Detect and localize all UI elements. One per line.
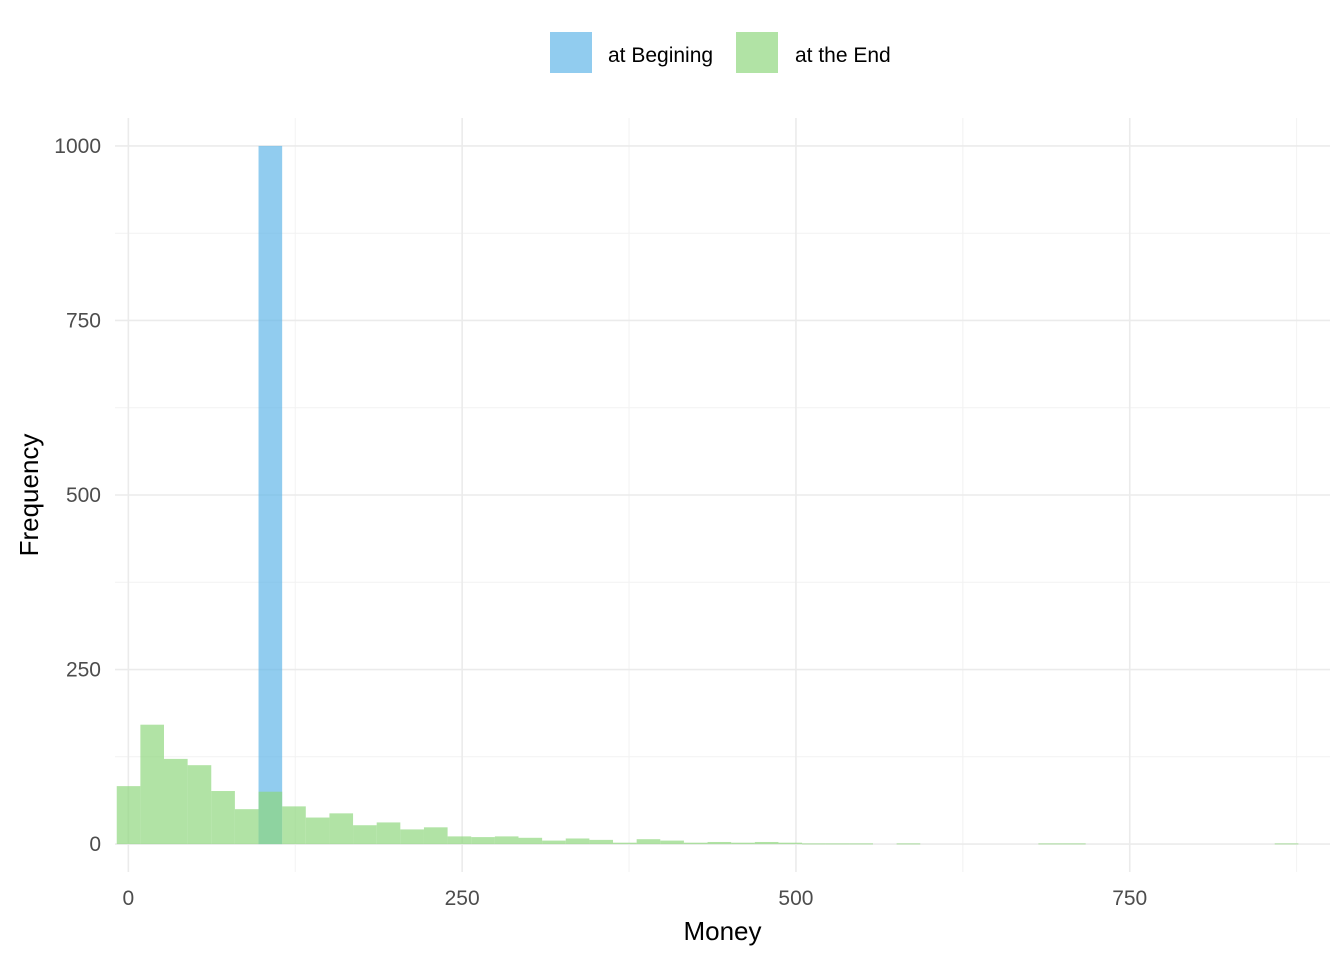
bar-at-the-end — [849, 843, 873, 845]
bar-at-the-end — [731, 842, 755, 845]
bar-at-the-end — [471, 837, 495, 845]
y-axis-ticks: 0 250 500 750 1000 — [54, 135, 101, 856]
bar-at-the-end — [1274, 843, 1299, 845]
y-tick-label: 500 — [66, 484, 101, 507]
bar-at-the-end — [447, 836, 472, 845]
bar-at-the-end — [1062, 843, 1086, 845]
bar-at-the-end — [305, 817, 330, 845]
bar-at-the-end — [400, 829, 424, 845]
bar-at-the-end — [329, 813, 354, 845]
bar-at-the-end — [234, 809, 259, 845]
bar-at-the-end — [825, 843, 850, 845]
bar-at-the-end — [164, 758, 188, 845]
bar-at-the-end — [282, 806, 306, 845]
bar-at-the-end — [565, 838, 590, 845]
bar-at-the-end — [613, 842, 637, 845]
bar-at-the-end — [636, 839, 661, 845]
bar-at-the-end — [376, 822, 401, 845]
bar-at-the-end — [683, 842, 708, 845]
bar-at-the-end — [353, 825, 377, 845]
legend-label-at-begining: at Begining — [608, 44, 713, 67]
x-tick-label: 0 — [123, 887, 135, 910]
bar-at-the-end — [187, 765, 212, 845]
y-tick-label: 1000 — [54, 135, 101, 158]
bar-at-the-end — [116, 786, 141, 845]
bar-at-the-end — [707, 841, 732, 845]
bar-at-the-end — [754, 841, 779, 845]
bar-at-the-end — [211, 791, 235, 845]
grid-lines — [115, 118, 1330, 872]
x-axis-ticks: 0 250 500 750 — [123, 887, 1148, 910]
x-axis-title: Money — [683, 916, 761, 946]
legend: at Begining at the End — [550, 32, 891, 73]
bar-at-the-end — [423, 827, 448, 845]
bar-at-the-end — [896, 843, 921, 845]
bar-at-the-end — [1038, 843, 1063, 845]
y-tick-label: 750 — [66, 309, 101, 332]
histogram-bars — [116, 145, 1299, 845]
x-tick-label: 250 — [445, 887, 480, 910]
bar-at-begining — [258, 145, 283, 845]
bar-at-the-end — [589, 839, 614, 845]
bar-at-the-end — [802, 843, 826, 845]
x-tick-label: 500 — [778, 887, 813, 910]
bar-at-the-end — [778, 842, 803, 845]
bar-at-the-end — [542, 840, 566, 845]
y-tick-label: 0 — [89, 833, 101, 856]
x-tick-label: 750 — [1112, 887, 1147, 910]
y-axis-title: Frequency — [14, 434, 44, 557]
legend-key-at-the-end — [736, 32, 778, 73]
bar-at-the-end — [518, 837, 543, 845]
legend-key-at-begining — [550, 32, 592, 73]
bar-at-the-end — [258, 791, 283, 845]
bar-at-the-end — [660, 840, 684, 845]
y-tick-label: 250 — [66, 659, 101, 682]
bar-at-the-end — [494, 836, 519, 845]
bar-at-the-end — [140, 724, 165, 845]
legend-label-at-the-end: at the End — [795, 44, 891, 67]
